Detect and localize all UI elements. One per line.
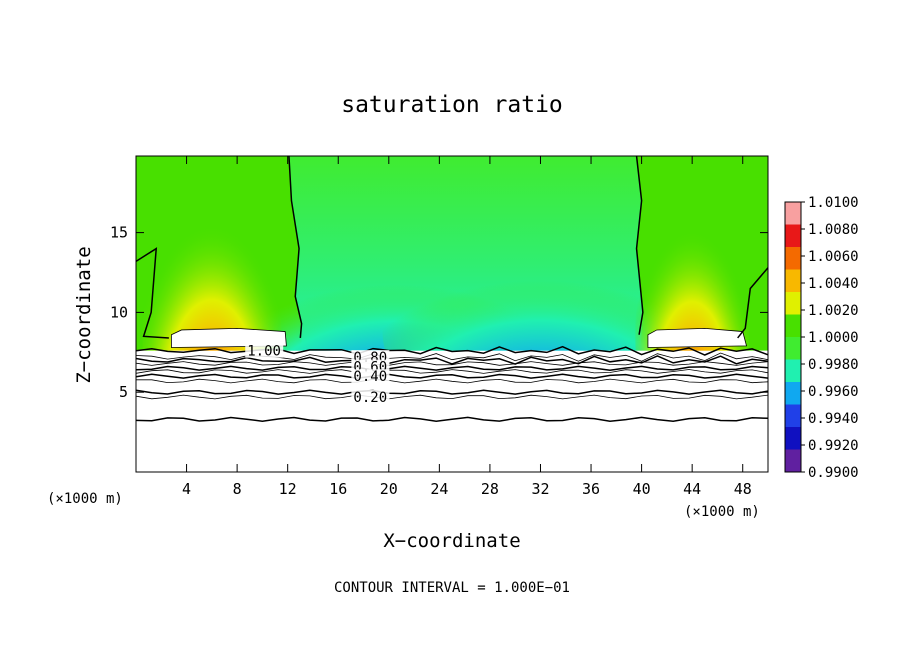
x-axis-ticks: 4 8 12 16 20 24 28 32 36 40 44 48 bbox=[182, 156, 752, 498]
x-tick-label: 16 bbox=[329, 480, 347, 498]
contour-line bbox=[136, 394, 768, 400]
colorbar-swatch bbox=[785, 404, 801, 428]
colorbar-label: 1.0000 bbox=[808, 330, 859, 346]
x-tick-label: 44 bbox=[683, 480, 701, 498]
x-tick-label: 36 bbox=[582, 480, 600, 498]
colorbar-swatch bbox=[785, 449, 801, 473]
colorbar-swatch bbox=[785, 359, 801, 383]
contour-label: 0.20 bbox=[353, 390, 387, 406]
colorbar-label: 0.9900 bbox=[808, 465, 859, 481]
contour-1-center-west bbox=[288, 156, 303, 339]
y-axis-ticks: 5 10 15 bbox=[110, 224, 768, 401]
contour-line bbox=[136, 389, 768, 395]
contour-line bbox=[136, 365, 768, 371]
contour-line bbox=[136, 373, 768, 379]
x-unit-label-right: (×1000 m) bbox=[684, 504, 760, 520]
colorbar-swatch bbox=[785, 269, 801, 293]
contour-lines bbox=[136, 156, 768, 422]
contour-line bbox=[136, 378, 768, 384]
y-tick-label: 15 bbox=[110, 224, 128, 242]
colorbar-swatch bbox=[785, 224, 801, 248]
colorbar-label: 0.9980 bbox=[808, 357, 859, 373]
colorbar-label: 1.0020 bbox=[808, 303, 859, 319]
colorbar-label: 1.0100 bbox=[808, 195, 859, 211]
chart-title: saturation ratio bbox=[341, 92, 563, 118]
colorbar-swatch bbox=[785, 427, 801, 450]
colorbar-label: 1.0060 bbox=[808, 249, 859, 265]
contour-line bbox=[136, 361, 768, 366]
contour-interval-footer: CONTOUR INTERVAL = 1.000E−01 bbox=[334, 580, 570, 596]
contour-line bbox=[136, 345, 768, 356]
colorbar: 1.0100 1.0080 1.0060 1.0040 1.0020 1.0000 0.99… bbox=[784, 195, 859, 481]
colorbar-label: 0.9960 bbox=[808, 384, 859, 400]
plot-frame bbox=[135, 155, 769, 473]
colorbar-swatch bbox=[785, 382, 801, 405]
colorbar-label: 0.9940 bbox=[808, 411, 859, 427]
y-tick-label: 5 bbox=[119, 383, 128, 401]
contour-1-west-edge bbox=[136, 247, 169, 339]
cloud-cap-east bbox=[647, 327, 748, 348]
x-tick-label: 32 bbox=[531, 480, 549, 498]
contour-labels: 1.00 0.800.600.400.20 bbox=[245, 343, 390, 406]
contour-line bbox=[136, 416, 768, 422]
colorbar-swatch bbox=[785, 337, 801, 360]
x-tick-label: 40 bbox=[633, 480, 651, 498]
colorbar-swatch bbox=[785, 292, 801, 315]
x-tick-label: 4 bbox=[182, 480, 191, 498]
contour-label-bg bbox=[351, 389, 390, 404]
contour-1-center-east bbox=[635, 156, 644, 335]
x-tick-label: 48 bbox=[734, 480, 752, 498]
contour-label-bg bbox=[245, 343, 284, 358]
y-axis-label: Z−coordinate bbox=[73, 246, 95, 383]
contour-line bbox=[136, 369, 768, 374]
x-axis-label: X−coordinate bbox=[383, 530, 520, 552]
contour-line bbox=[136, 352, 768, 362]
colorbar-label: 1.0080 bbox=[808, 222, 859, 238]
colorbar-swatch bbox=[785, 314, 801, 338]
contour-label-bg bbox=[351, 369, 390, 384]
contour-label: 0.40 bbox=[353, 369, 387, 385]
colorbar-label: 1.0040 bbox=[808, 276, 859, 292]
x-tick-label: 12 bbox=[279, 480, 297, 498]
x-tick-label: 20 bbox=[380, 480, 398, 498]
contour-line bbox=[136, 355, 768, 365]
x-tick-label: 28 bbox=[481, 480, 499, 498]
x-tick-label: 24 bbox=[430, 480, 448, 498]
x-tick-label: 8 bbox=[233, 480, 242, 498]
x-unit-label-left: (×1000 m) bbox=[47, 491, 123, 507]
saturation-field bbox=[136, 156, 768, 472]
contour-label: 1.00 bbox=[247, 344, 281, 360]
colorbar-label: 0.9920 bbox=[808, 438, 859, 454]
cloud-cap-west bbox=[170, 327, 287, 348]
contour-1-east-edge bbox=[737, 267, 768, 339]
colorbar-swatch bbox=[785, 202, 801, 225]
colorbar-swatch bbox=[785, 247, 801, 270]
y-tick-label: 10 bbox=[110, 303, 128, 321]
below-level-area bbox=[136, 350, 768, 472]
